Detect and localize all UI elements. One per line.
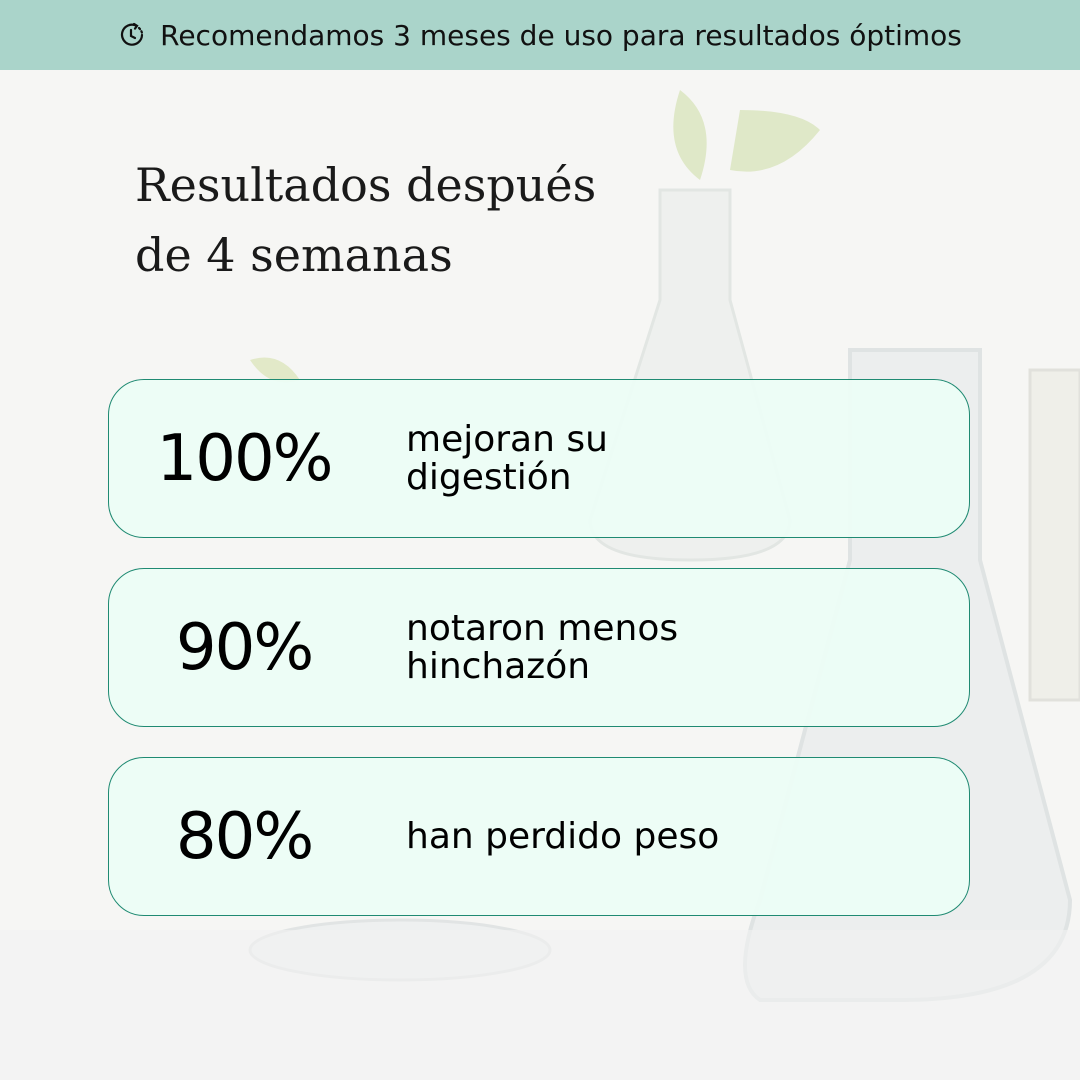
stat-value: 100% (156, 421, 334, 496)
stat-card-bloating: 90% notaron menos hinchazón (108, 568, 970, 727)
recommendation-banner: Recomendamos 3 meses de uso para resulta… (0, 0, 1080, 70)
clock-refresh-icon (121, 22, 144, 46)
stat-label: notaron menos hinchazón (406, 607, 679, 687)
title-line-1: Resultados después (135, 158, 597, 212)
page-title: Resultados después de 4 semanas (135, 150, 596, 290)
banner-text: Recomendamos 3 meses de uso para resulta… (160, 18, 962, 52)
stat-value: 80% (175, 799, 314, 874)
stat-value: 90% (175, 610, 314, 685)
stat-label: mejoran su digestión (406, 418, 608, 498)
stat-card-digestion: 100% mejoran su digestión (108, 379, 970, 538)
stat-label: han perdido peso (406, 815, 720, 857)
stat-card-weight: 80% han perdido peso (108, 757, 970, 916)
title-line-2: de 4 semanas (135, 228, 453, 282)
